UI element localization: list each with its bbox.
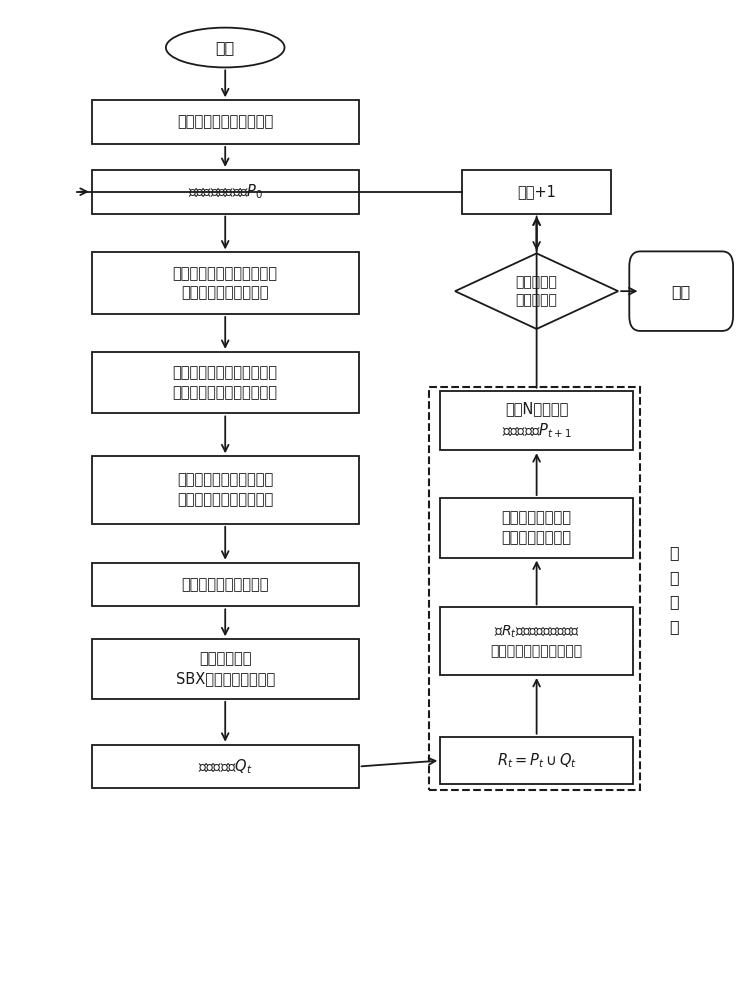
Bar <box>92 639 359 699</box>
Text: 代数+1: 代数+1 <box>517 184 556 199</box>
Text: 选择运算：锦标赛策略: 选择运算：锦标赛策略 <box>182 577 269 592</box>
Bar <box>92 456 359 524</box>
Text: 根据目标函数值进
行快速非支配排序: 根据目标函数值进 行快速非支配排序 <box>502 510 571 545</box>
Text: 设置目标个数和变量范围: 设置目标个数和变量范围 <box>177 115 273 130</box>
Bar <box>92 745 359 788</box>
Text: 对$R_t$中的元素进行潮流计
算，并求解各目标函数值: 对$R_t$中的元素进行潮流计 算，并求解各目标函数值 <box>491 624 583 659</box>
Text: 快速非支配排序：根据目标
函数值对群体进行非劣分层: 快速非支配排序：根据目标 函数值对群体进行非劣分层 <box>173 365 278 400</box>
Bar <box>92 170 359 214</box>
Text: 虚拟适应度计算：计算群
体中每个个体的拥挤距离: 虚拟适应度计算：计算群 体中每个个体的拥挤距离 <box>177 473 273 507</box>
Text: 开始: 开始 <box>216 40 235 55</box>
Text: 到达规定的
最大代数？: 到达规定的 最大代数？ <box>515 275 557 307</box>
Bar <box>440 737 633 784</box>
Bar <box>440 391 633 450</box>
Text: 变异和交叉：
SBX交叉、多项式变异: 变异和交叉： SBX交叉、多项式变异 <box>176 652 275 686</box>
Text: 得到子种群$Q_t$: 得到子种群$Q_t$ <box>198 757 252 776</box>
Text: $R_t = P_t \cup Q_t$: $R_t = P_t \cup Q_t$ <box>497 751 577 770</box>
FancyBboxPatch shape <box>629 251 733 331</box>
Bar <box>429 387 640 790</box>
Bar <box>92 352 359 413</box>
Ellipse shape <box>166 28 285 67</box>
Bar <box>92 100 359 144</box>
Text: 精
英
策
略: 精 英 策 略 <box>669 545 678 634</box>
Text: 对当前种群进行潮流计算，
然后计算各目标函数值: 对当前种群进行潮流计算， 然后计算各目标函数值 <box>173 266 278 301</box>
Bar <box>440 498 633 558</box>
Bar <box>92 563 359 606</box>
Bar <box>92 252 359 314</box>
Text: 随机产生初始种群$P_0$: 随机产生初始种群$P_0$ <box>187 182 263 201</box>
Polygon shape <box>455 253 619 329</box>
Bar <box>462 170 611 214</box>
Text: 结束: 结束 <box>672 284 691 299</box>
Text: 选前N个个体产
生父代种群$P_{t+1}$: 选前N个个体产 生父代种群$P_{t+1}$ <box>502 401 571 440</box>
Bar <box>440 607 633 675</box>
